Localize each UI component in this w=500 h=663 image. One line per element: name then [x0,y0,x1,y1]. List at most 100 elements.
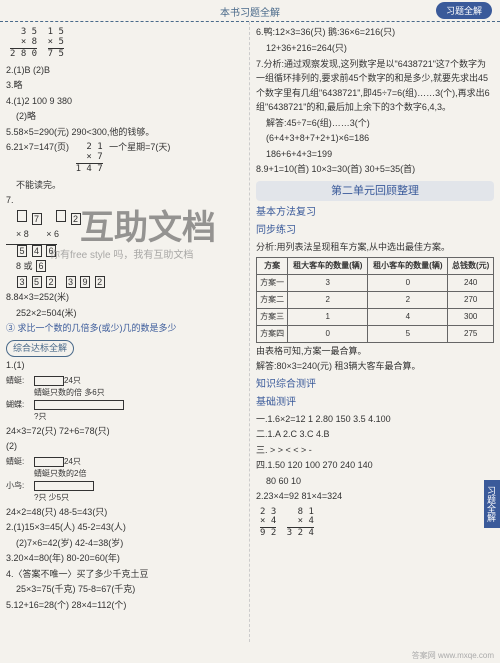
c5a-n2: × 4 [260,517,276,527]
q6c-r: 1 4 7 [76,163,103,175]
b2: 二.1.A 2.C 3.C 4.B [256,428,494,442]
q6-row: 6.21×7=147(页) 2 1 × 7 1 4 7 一个星期=7(天) [6,141,243,177]
c: 270 [448,291,494,308]
calc1b-n2: × 5 [48,38,64,48]
bar [34,457,64,467]
d2-a: 蜻蜓: [6,456,34,468]
diagram-2: 蜻蜓: 24只 蜻蜓只数的2倍 小鸟: ?只 少5只 [6,456,243,504]
c: 5 [368,325,448,342]
d1-a: 蜻蜓: [6,375,34,387]
alt-8: 8 或 [16,261,33,271]
calc-5a: 2 3 × 4 9 2 [260,508,276,540]
box-5: 5 [17,245,27,257]
th3: 总钱数(元) [448,257,494,274]
b: 3 [66,276,76,288]
c: 2 [368,291,448,308]
r-q6b: 12+36+216=264(只) [256,42,494,56]
d1-q: ?只 [34,411,46,423]
watermark-sub: 你有free style 吗，我有互助文档 [50,246,193,261]
q7-alt: 8 或 6 [6,260,243,274]
d2-c: 小鸟: [6,480,34,492]
sub1: 基本方法复习 [256,205,494,220]
table-concl: 由表格可知,方案一最合算。 [256,345,494,359]
header-badge: 习题全解 [436,2,492,19]
b: 2 [46,276,56,288]
q8b: 252×2=504(米) [6,307,243,321]
c: 3 [288,274,368,291]
r-q7: 7.分析:通过观察发现,这列数字是以"6438721"这7个数字为一组循环排列的… [256,57,494,115]
q2: 2.(1)B (2)B [6,64,243,78]
b: 3 [17,276,27,288]
box [17,210,27,222]
th0: 方案 [257,257,288,274]
b1: 一.1.6×2=12 1 2.80 150 3.5 4.100 [256,413,494,427]
calc1a-n2: × 8 [10,38,37,48]
z1-2: (2) [6,440,243,454]
unit2-header: 第二单元回顾整理 [256,181,494,202]
sub3: 知识综合测评 [256,377,494,392]
c5a-r: 9 2 [260,527,276,539]
calc1a-r: 2 8 0 [10,48,37,60]
d1-c: 蝴蝶: [6,399,34,411]
b: 2 [95,276,105,288]
z1calc: 24×3=72(只) 72+6=78(只) [6,425,243,439]
d1-b: 蜻蜓只数的 [34,387,74,399]
d1-bs: 倍 多6只 [74,387,105,399]
c: 方案四 [257,325,288,342]
box-4: 4 [32,245,42,257]
calc-row-5: 2 3 × 4 9 2 8 1 × 4 3 2 4 [256,506,494,542]
q6-calc: 2 1 × 7 1 4 7 [76,143,103,175]
watermark-main: 互助文档 [80,200,216,249]
q7-alt2: 3 5 2 3 9 2 [6,276,243,290]
z1: 1.(1) [6,359,243,373]
z2a: 2.(1)15×3=45(人) 45-2=43(人) [6,521,243,535]
d2-b: 蜻蜓只数的2倍 [34,468,86,480]
q6c-n2: × 7 [76,153,103,163]
z4a: 4.〈答案不唯一〉买了多少千克土豆 [6,568,243,582]
side-tab: 习题全解 [484,480,500,528]
q6b: 不能读完。 [6,179,243,193]
c: 4 [368,308,448,325]
b: 5 [32,276,42,288]
calc-1b: 1 5 × 5 7 5 [48,28,64,60]
q4b: (2)略 [6,110,243,124]
q6: 6.21×7=147(页) [6,142,69,152]
r-q7c2: 186+6+4+3=199 [256,148,494,162]
c5b-n2: × 4 [287,517,314,527]
c5b-r: 3 2 4 [287,527,314,539]
calc1b-r: 7 5 [48,48,64,60]
b: 9 [80,276,90,288]
c: 2 [288,291,368,308]
r-q6: 6.鸭:12×3=36(只) 鹅:36×6=216(只) [256,26,494,40]
calc-row-1: 3 5 × 8 2 8 0 1 5 × 5 7 5 [6,26,243,62]
calc-5b: 8 1 × 4 3 2 4 [287,508,314,540]
z2b: (2)7×6=42(岁) 42-4=38(岁) [6,537,243,551]
c: 300 [448,308,494,325]
page-header: 本书习题全解 习题全解 [0,0,500,22]
z3: 3.20×4=80(年) 80-20=60(年) [6,552,243,566]
d2-q: ?只 少5只 [34,492,69,504]
mult2: × 6 [46,229,59,239]
b4a: 四.1.50 120 100 270 240 140 [256,459,494,473]
left-column: 3 5 × 8 2 8 0 1 5 × 5 7 5 2.(1)B (2)B 3.… [0,22,250,642]
r-q7ans: 解答:45÷7=6(组)……3(个) [256,117,494,131]
d2-av: 24只 [64,456,81,468]
bar [34,376,64,386]
mult1: × 8 [16,229,29,239]
b5: 2.23×4=92 81×4=324 [256,490,494,504]
c: 方案一 [257,274,288,291]
q5: 5.58×5=290(元) 290<300,他的钱够。 [6,126,243,140]
q3: 3.略 [6,79,243,93]
bar [34,481,94,491]
q4a: 4.(1)2 100 9 380 [6,95,243,109]
footer-watermark: 答案网 www.mxqe.com [412,650,494,661]
bar [34,400,124,410]
c: 0 [368,274,448,291]
table-ans: 解答:80×3=240(元) 租3辆大客车最合算。 [256,360,494,374]
c: 0 [288,325,368,342]
b4b: 80 60 10 [256,475,494,489]
calc-1a: 3 5 × 8 2 8 0 [10,28,37,60]
box-7: 7 [32,213,42,225]
c: 方案二 [257,291,288,308]
section3-title: ③ 求比一个数的几倍多(或少)几的数是多少 [6,322,243,336]
